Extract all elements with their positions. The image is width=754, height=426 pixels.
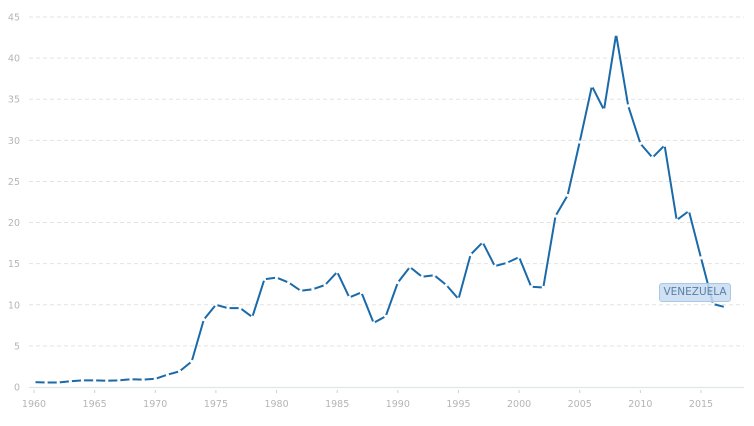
data-point[interactable] bbox=[517, 255, 521, 259]
data-point[interactable] bbox=[56, 380, 60, 385]
data-point[interactable] bbox=[493, 264, 497, 268]
data-point[interactable] bbox=[141, 378, 145, 382]
x-tick-label: 1990 bbox=[386, 399, 410, 410]
y-tick-label: 0 bbox=[14, 383, 20, 394]
x-tick-label: 1980 bbox=[264, 399, 288, 410]
data-point[interactable] bbox=[93, 378, 97, 383]
data-point[interactable] bbox=[420, 275, 424, 279]
data-point[interactable] bbox=[262, 277, 267, 281]
data-point[interactable] bbox=[274, 276, 279, 280]
x-axis-ticks: 1960 1965 1970 1975 1980 1985 1990 1995 2000 2005… bbox=[22, 390, 713, 410]
data-point[interactable] bbox=[432, 273, 436, 277]
data-point[interactable] bbox=[371, 321, 376, 325]
y-tick-label: 40 bbox=[8, 54, 20, 65]
data-point[interactable] bbox=[129, 377, 133, 381]
data-point[interactable] bbox=[153, 377, 157, 381]
data-point[interactable] bbox=[723, 305, 727, 309]
data-point[interactable] bbox=[214, 303, 218, 307]
data-point[interactable] bbox=[335, 270, 339, 274]
y-axis-ticks: 0 5 10 15 20 25 30 35 40 45 bbox=[8, 13, 20, 394]
data-point[interactable] bbox=[68, 379, 72, 383]
data-point[interactable] bbox=[32, 380, 36, 384]
data-point[interactable] bbox=[226, 306, 230, 310]
data-point[interactable] bbox=[384, 314, 388, 318]
data-point[interactable] bbox=[566, 193, 570, 198]
data-point[interactable] bbox=[165, 373, 169, 377]
data-point[interactable] bbox=[626, 104, 630, 108]
data-point[interactable] bbox=[529, 285, 533, 289]
data-point[interactable] bbox=[614, 32, 618, 36]
x-tick-label: 1970 bbox=[143, 399, 167, 410]
y-tick-label: 25 bbox=[8, 177, 20, 188]
data-point[interactable] bbox=[117, 378, 121, 383]
data-point[interactable] bbox=[663, 143, 667, 147]
data-point[interactable] bbox=[638, 142, 642, 146]
data-point[interactable] bbox=[711, 302, 715, 306]
x-tick-label: 2015 bbox=[689, 399, 713, 410]
x-tick-label: 1960 bbox=[22, 399, 46, 410]
data-point[interactable] bbox=[311, 287, 315, 291]
data-point[interactable] bbox=[323, 283, 327, 287]
series-venezuela[interactable] bbox=[32, 32, 727, 385]
data-point[interactable] bbox=[553, 214, 558, 218]
x-tick-label: 2000 bbox=[507, 399, 531, 410]
data-point[interactable] bbox=[468, 253, 473, 257]
y-tick-label: 5 bbox=[14, 341, 20, 352]
data-point[interactable] bbox=[238, 306, 242, 310]
data-point[interactable] bbox=[578, 140, 582, 144]
data-point[interactable] bbox=[299, 289, 303, 293]
data-point[interactable] bbox=[687, 209, 691, 213]
series-label-venezuela[interactable]: VENEZUELA bbox=[659, 283, 731, 302]
data-point[interactable] bbox=[177, 369, 182, 373]
data-point[interactable] bbox=[359, 290, 364, 295]
data-point[interactable] bbox=[602, 108, 606, 112]
data-point[interactable] bbox=[541, 285, 545, 290]
data-point[interactable] bbox=[590, 84, 594, 88]
x-tick-label: 2010 bbox=[628, 399, 652, 410]
data-point[interactable] bbox=[44, 380, 48, 385]
data-point[interactable] bbox=[347, 295, 351, 299]
data-point[interactable] bbox=[287, 280, 291, 285]
data-point[interactable] bbox=[408, 265, 412, 269]
y-tick-label: 45 bbox=[8, 13, 20, 24]
data-point[interactable] bbox=[80, 378, 85, 383]
x-tick-label: 1965 bbox=[83, 399, 107, 410]
gridlines bbox=[29, 16, 744, 347]
data-point[interactable] bbox=[675, 218, 679, 222]
data-point[interactable] bbox=[396, 280, 400, 285]
x-tick-label: 1975 bbox=[204, 399, 228, 410]
x-tick-label: 1995 bbox=[446, 399, 470, 410]
data-point[interactable] bbox=[699, 256, 703, 260]
series-line[interactable] bbox=[33, 33, 726, 384]
y-tick-label: 15 bbox=[8, 259, 20, 270]
data-point[interactable] bbox=[505, 261, 509, 265]
x-tick-label: 2005 bbox=[568, 399, 592, 410]
data-point[interactable] bbox=[481, 240, 485, 244]
y-tick-label: 35 bbox=[8, 95, 20, 106]
y-tick-label: 30 bbox=[8, 136, 20, 147]
x-tick-label: 1985 bbox=[325, 399, 349, 410]
data-point[interactable] bbox=[250, 315, 254, 319]
data-point[interactable] bbox=[444, 283, 448, 287]
data-point[interactable] bbox=[456, 297, 461, 301]
y-tick-label: 10 bbox=[8, 300, 20, 311]
y-tick-label: 20 bbox=[8, 218, 20, 229]
data-point[interactable] bbox=[190, 359, 194, 364]
data-point[interactable] bbox=[650, 156, 655, 160]
data-point[interactable] bbox=[105, 379, 109, 383]
data-point[interactable] bbox=[202, 317, 206, 322]
